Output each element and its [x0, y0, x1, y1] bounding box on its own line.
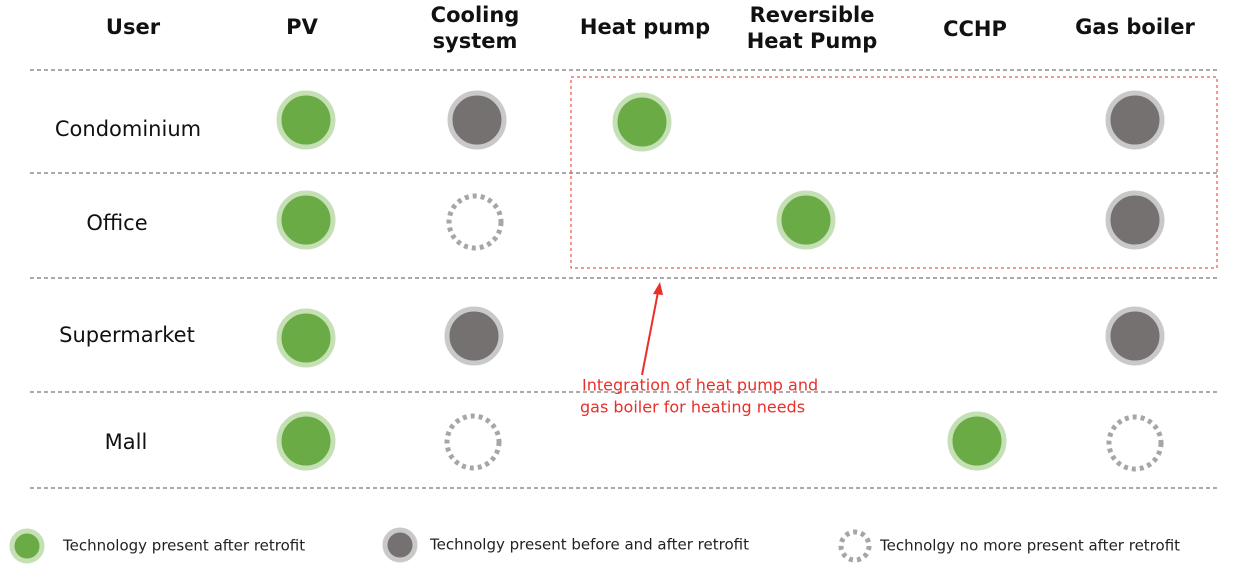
cells	[276, 90, 1165, 472]
legend-swatch	[9, 528, 45, 564]
gray-circle	[1105, 306, 1165, 366]
green-circle	[276, 190, 336, 250]
dotted-circle	[446, 193, 504, 251]
column-header: PV	[286, 15, 318, 39]
legend-label: Technolgy no more present after retrofit	[879, 537, 1180, 555]
legend-label: Technolgy present before and after retro…	[429, 536, 749, 554]
row-label: Condominium	[55, 117, 201, 141]
row-label: Supermarket	[59, 323, 195, 347]
gray-circle	[1105, 190, 1165, 250]
row-label: Mall	[105, 430, 148, 454]
column-header: Heat pump	[580, 15, 710, 39]
green-circle	[612, 92, 672, 152]
gray-circle	[1105, 90, 1165, 150]
column-header: Cooling	[431, 3, 520, 27]
annotation: Integration of heat pump and	[582, 376, 818, 395]
legend-label: Technology present after retrofit	[62, 537, 305, 555]
gray-circle	[447, 90, 507, 150]
arrow-head	[653, 282, 663, 295]
highlight-box	[570, 76, 1218, 269]
column-header: Gas boiler	[1075, 15, 1195, 39]
legend-swatch	[838, 529, 872, 563]
green-circle	[276, 308, 336, 368]
column-header: system	[433, 29, 518, 53]
dotted-circle	[444, 413, 502, 471]
column-header: Reversible	[750, 3, 875, 27]
green-circle	[276, 411, 336, 471]
arrow	[641, 291, 659, 376]
legend-swatch	[382, 527, 418, 563]
column-header: Heat Pump	[747, 29, 878, 53]
green-circle	[276, 90, 336, 150]
dotted-circle	[1106, 414, 1164, 472]
row-label: Office	[86, 211, 147, 235]
green-circle	[776, 190, 836, 250]
column-header: User	[106, 15, 161, 39]
gray-circle	[444, 306, 504, 366]
annotation: gas boiler for heating needs	[580, 398, 805, 417]
column-header: CCHP	[943, 17, 1007, 41]
green-circle	[947, 411, 1007, 471]
